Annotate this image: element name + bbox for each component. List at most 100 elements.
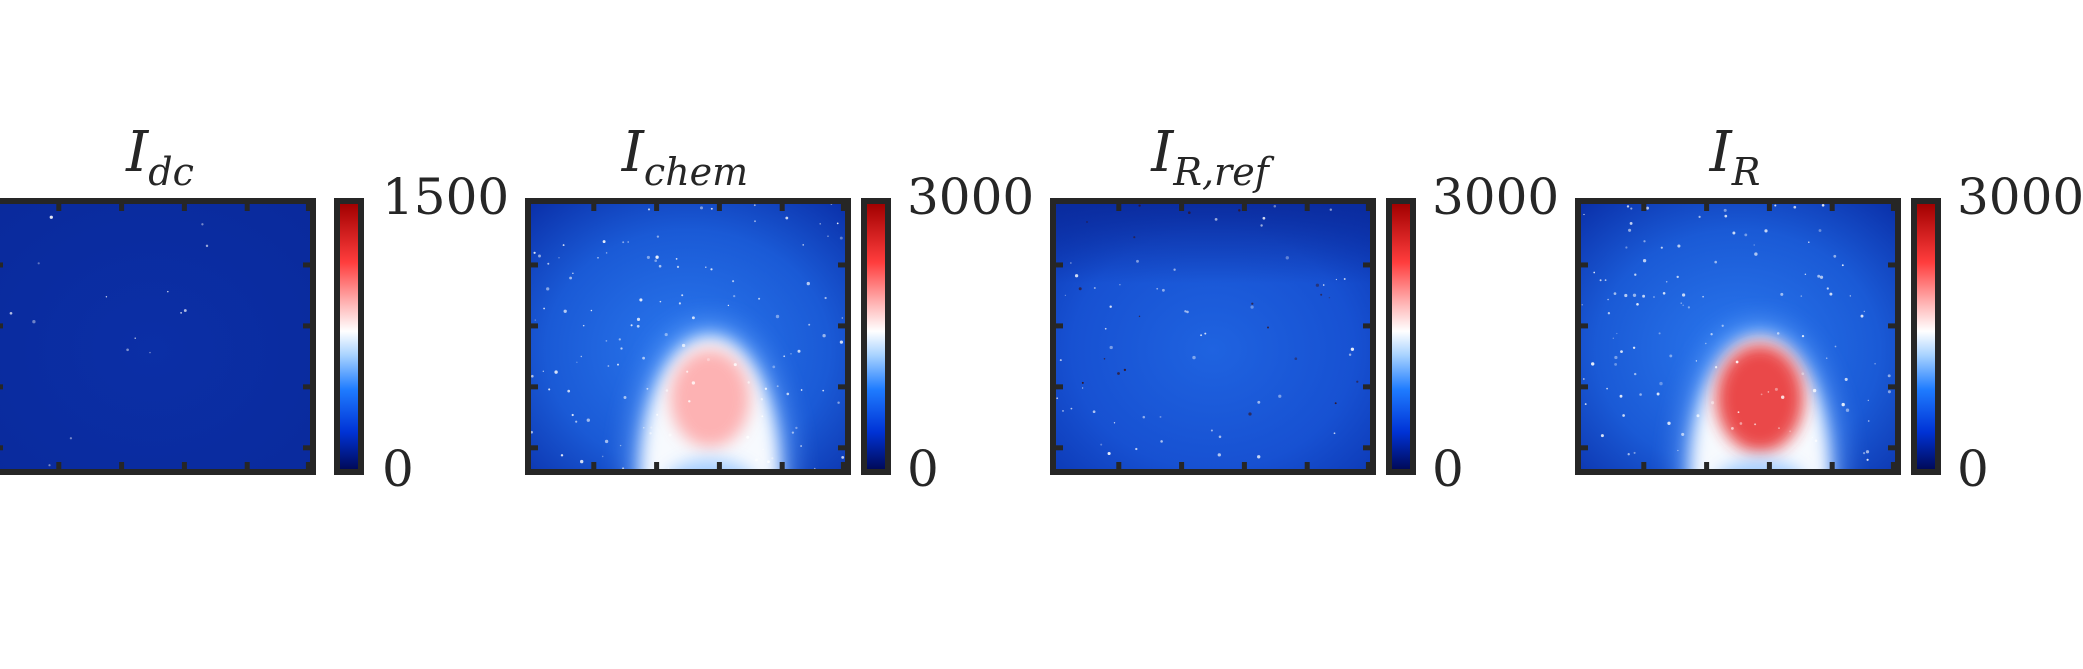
noise-speckle <box>1754 423 1757 426</box>
noise-speckle <box>183 309 187 312</box>
noise-speckle <box>1874 362 1876 365</box>
colorbar <box>1911 198 1941 475</box>
heatmap-plot <box>1575 198 1901 475</box>
noise-speckle <box>678 302 681 305</box>
noise-speckle <box>562 244 565 247</box>
noise-speckle <box>1634 273 1637 276</box>
noise-speckle <box>1074 274 1079 278</box>
noise-speckle <box>605 340 608 342</box>
y-tick-right <box>303 323 310 329</box>
y-tick-right <box>1363 445 1370 451</box>
noise-speckle <box>1643 240 1646 243</box>
noise-speckle <box>1804 273 1807 276</box>
noise-speckle <box>1624 293 1628 298</box>
y-tick-right <box>1888 445 1895 451</box>
noise-speckle <box>1251 302 1254 305</box>
noise-speckle <box>1636 302 1639 306</box>
noise-speckle <box>1273 204 1277 208</box>
noise-speckle <box>1138 204 1141 207</box>
noise-speckle <box>1687 306 1691 309</box>
x-tick-top <box>1890 204 1895 211</box>
noise-speckle <box>827 235 829 237</box>
noise-speckle <box>1599 279 1602 282</box>
noise-speckle <box>1834 345 1837 348</box>
noise-speckle <box>656 235 660 238</box>
noise-speckle <box>1350 347 1355 351</box>
noise-speckle <box>1811 436 1813 439</box>
noise-speckle <box>1680 302 1682 304</box>
noise-speckle <box>814 467 816 469</box>
noise-speckle <box>1136 259 1139 263</box>
noise-speckle <box>1329 208 1333 211</box>
noise-speckle <box>567 389 571 393</box>
x-tick-bottom <box>1365 462 1370 469</box>
noise-speckle <box>48 464 51 467</box>
noise-speckle <box>1789 430 1791 432</box>
noise-speckle <box>1682 304 1684 307</box>
x-tick-top <box>591 204 597 211</box>
noise-speckle <box>1731 427 1734 430</box>
title-subscript: chem <box>643 150 749 194</box>
noise-speckle <box>1808 241 1810 243</box>
x-tick-bottom <box>1241 462 1247 469</box>
title-main: I <box>1151 120 1174 185</box>
y-tick-left <box>1056 262 1063 268</box>
y-tick-right <box>1888 384 1895 390</box>
noise-speckle <box>691 316 695 320</box>
noise-speckle <box>1735 360 1739 364</box>
noise-speckle <box>772 365 776 369</box>
noise-speckle <box>1629 221 1633 225</box>
noise-speckle <box>1616 332 1618 335</box>
y-tick-left <box>0 262 3 268</box>
noise-speckle <box>622 467 625 469</box>
noise-speckle <box>1627 453 1630 456</box>
heatmap-plot <box>1050 198 1376 475</box>
x-tick-top <box>654 204 660 211</box>
noise-speckle <box>775 314 780 319</box>
noise-speckle <box>1833 254 1837 258</box>
x-tick-bottom <box>779 462 785 469</box>
noise-speckle <box>1070 407 1073 410</box>
noise-speckle <box>1656 392 1660 396</box>
y-tick-left <box>531 384 538 390</box>
noise-speckle <box>1867 420 1870 422</box>
noise-speckle <box>1698 215 1701 219</box>
noise-speckle <box>1866 458 1869 461</box>
x-tick-bottom <box>1766 462 1772 469</box>
noise-speckle <box>1343 278 1346 280</box>
noise-speckle <box>126 348 129 352</box>
noise-speckle <box>830 204 833 205</box>
noise-speckle <box>205 244 209 248</box>
noise-speckle <box>1604 279 1607 281</box>
arch-base <box>1723 458 1797 469</box>
noise-speckle <box>732 280 735 283</box>
noise-speckle <box>1217 453 1221 457</box>
x-tick-top <box>1116 204 1122 211</box>
noise-speckle <box>822 334 826 338</box>
arch-hotspot <box>670 349 750 448</box>
noise-speckle <box>771 457 774 460</box>
noise-speckle <box>563 309 567 313</box>
colorbar <box>861 198 891 475</box>
noise-speckle <box>655 255 659 259</box>
noise-speckle <box>675 258 678 260</box>
noise-speckle <box>1078 287 1082 291</box>
y-tick-left <box>1056 323 1063 329</box>
noise-speckle <box>1774 204 1777 207</box>
colorbar-min-label: 0 <box>907 440 939 498</box>
noise-speckle <box>710 207 713 210</box>
noise-speckle <box>1695 360 1698 362</box>
noise-speckle <box>575 420 578 423</box>
x-tick-bottom <box>1704 462 1710 469</box>
noise-speckle <box>1103 358 1106 360</box>
noise-speckle <box>1754 252 1758 256</box>
noise-speckle <box>1863 310 1865 313</box>
noise-speckle <box>733 294 736 298</box>
noise-speckle <box>1100 443 1103 446</box>
noise-speckle <box>1862 451 1866 455</box>
x-tick-bottom <box>305 462 310 469</box>
noise-speckle <box>1138 315 1141 318</box>
colorbar <box>1386 198 1416 475</box>
noise-speckle <box>839 340 844 344</box>
noise-speckle <box>797 349 801 353</box>
